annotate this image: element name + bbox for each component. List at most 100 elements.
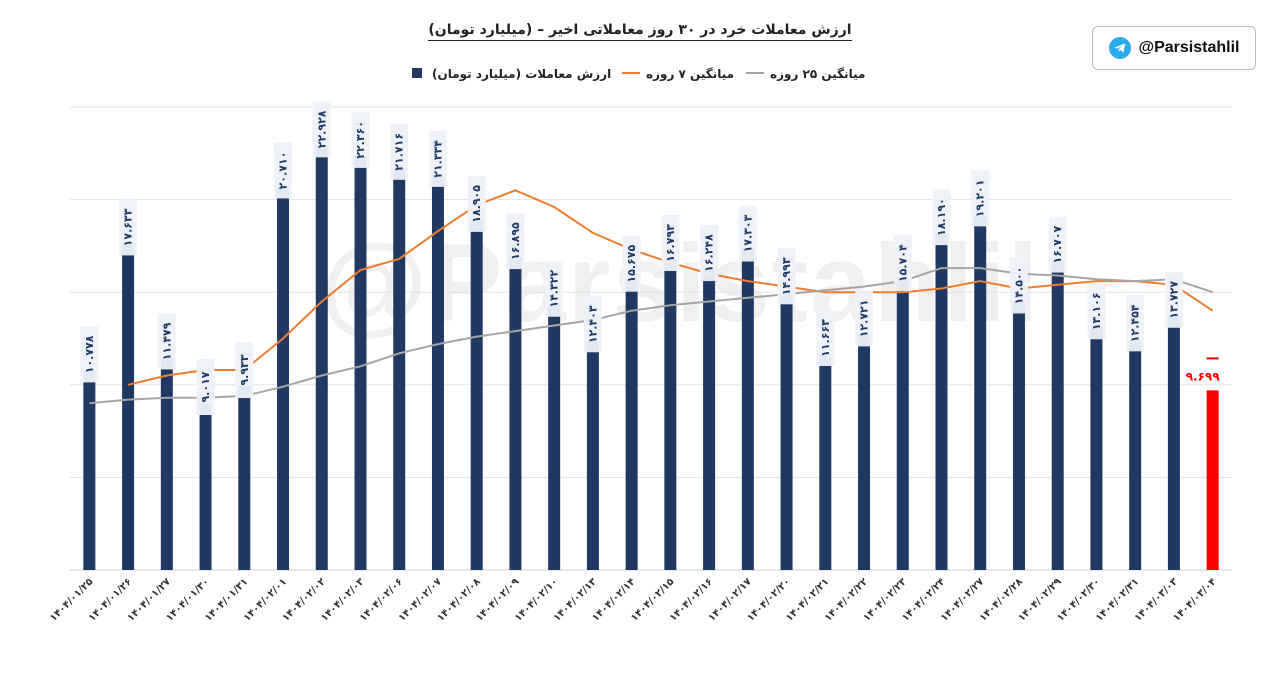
bar [625,279,638,570]
data-label: ۱۵.۷۰۴ [896,244,909,282]
bar [315,145,328,570]
bar [509,257,522,570]
data-label: ۱۵.۶۷۵ [625,245,638,283]
bar [1167,315,1180,570]
data-label: ۱۷.۶۳۳ [122,208,135,246]
data-label-bg [893,235,912,292]
data-label-bg [235,342,254,399]
data-label-bg [661,214,680,271]
bar [1206,390,1219,570]
data-label: ۹.۰۱۷ [199,371,212,402]
bar [819,354,832,570]
bar [199,403,212,570]
data-label: ۲۱.۷۱۶ [393,133,406,171]
series-line-25day [89,267,1213,405]
data-label: ۱۳.۷۲۷ [1167,281,1180,319]
telegram-icon [1108,37,1131,59]
data-label-bg [351,111,370,168]
data-label-bg [506,213,525,270]
data-label-bg [1087,283,1106,340]
data-label: ۱۶.۷۰۷ [1051,225,1064,263]
data-label: ۱۳.۱۰۶ [1090,292,1103,330]
data-label-bg [1009,257,1028,314]
bar [1012,301,1025,570]
bar [122,243,135,571]
data-label-bg [777,248,796,305]
data-label: ۱۲.۴۵۴ [1129,304,1142,342]
data-label-bg [738,205,757,262]
data-label: ۱۲.۷۲۱ [858,300,871,338]
data-label-bg [467,175,486,232]
data-label: ۱۶.۷۹۳ [664,224,677,262]
legend-swatch [412,68,422,78]
data-label: ۲۲.۳۶۰ [354,121,367,159]
bar [277,186,290,570]
data-label-bg [1126,295,1145,352]
bar [393,167,406,570]
bar [586,340,599,570]
bar [858,334,871,570]
bar [431,174,444,570]
data-label-bg [816,310,835,367]
bar [780,292,793,570]
data-label-bg [932,189,951,246]
data-label: ۱۱.۶۶۳ [819,319,832,357]
legend-label: میانگین ۲۵ روزه [770,67,865,82]
bar-cap [1206,357,1219,360]
bar [354,155,367,570]
bar [470,219,483,570]
data-label: ۲۰.۷۱۰ [277,152,290,190]
data-label: ۲۱.۳۳۴ [431,140,444,178]
data-label-bg [119,199,138,256]
legend-label: میانگین ۷ روزه [646,67,734,82]
chart-title: ارزش معاملات خرد در ۳۰ روز معاملاتی اخیر… [0,22,1280,41]
bar [1090,327,1103,570]
data-label: ۲۲.۹۲۸ [315,110,328,148]
bar [1051,260,1064,570]
data-label-bg [196,359,215,416]
data-label: ۱۱.۴۷۹ [160,322,173,360]
bar [548,304,561,570]
data-label-bg [274,142,293,199]
data-label-bg [700,225,719,282]
data-label: ۱۲.۴۰۳ [586,305,599,343]
bar [664,258,677,570]
bar [974,214,987,571]
bar [1129,339,1142,570]
brand-badge[interactable]: @Parsistahlil [1092,26,1256,70]
data-label: ۹.۶۹۹ [1186,369,1221,383]
bar [83,370,96,570]
data-label-bg [622,235,641,292]
data-label: ۱۶.۸۹۵ [509,222,522,260]
data-label-bg [157,313,176,370]
data-label-bg [855,290,874,347]
data-label-bg [545,260,564,317]
bar [896,279,909,570]
bar [160,357,173,570]
data-label: ۱۹.۲۰۱ [974,180,987,218]
data-label-bg [1048,216,1067,273]
data-label: ۱۷.۳۰۳ [741,214,754,252]
data-label: ۱۰.۷۷۸ [83,335,96,373]
data-label-bg [390,123,409,180]
data-label: ۱۴.۹۹۳ [780,257,793,295]
bar [238,386,251,570]
brand-handle: @Parsistahlil [1138,39,1240,56]
data-label-bg [312,101,331,158]
data-label-bg [428,130,447,187]
bar [741,249,754,570]
data-label-bg [1164,271,1183,328]
data-label: ۹.۹۳۳ [238,354,251,385]
data-label: ۱۸.۱۹۰ [935,198,948,236]
data-label: ۱۴.۵۰۰ [1012,267,1025,305]
data-label: ۱۴.۳۲۲ [548,270,561,308]
bar [703,269,716,570]
data-label-bg [971,170,990,227]
data-label-bg [583,296,602,353]
bar [935,233,948,570]
data-label: ۱۸.۹۰۵ [470,185,483,223]
legend-label: ارزش معاملات (میلیارد تومان) [432,67,611,82]
data-label: ۱۶.۲۴۸ [703,234,716,272]
data-label-bg [80,326,99,383]
